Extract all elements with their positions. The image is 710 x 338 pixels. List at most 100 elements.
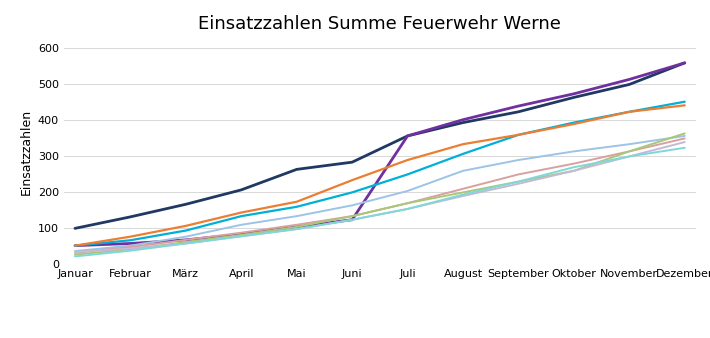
2016 <box>126 247 135 251</box>
2016 <box>569 169 578 173</box>
2016 <box>514 179 523 184</box>
2019 <box>514 133 523 137</box>
2020 <box>293 205 301 209</box>
2021 <box>126 241 135 245</box>
2017 <box>403 201 412 205</box>
2014 <box>71 255 80 259</box>
2022 <box>293 167 301 171</box>
2020 <box>459 152 467 156</box>
2019 <box>459 142 467 146</box>
2018 <box>459 169 467 173</box>
2016 <box>680 131 689 136</box>
2020 <box>403 172 412 176</box>
2015 <box>459 194 467 198</box>
2017 <box>569 162 578 166</box>
2020 <box>625 110 633 114</box>
2021 <box>625 77 633 81</box>
2014 <box>182 241 190 245</box>
2019 <box>126 235 135 239</box>
2022 <box>71 226 80 231</box>
2014 <box>514 179 523 184</box>
2019 <box>348 178 356 182</box>
2016 <box>293 225 301 229</box>
2020 <box>569 121 578 125</box>
2019 <box>403 158 412 162</box>
2015 <box>569 169 578 173</box>
2015 <box>182 241 190 245</box>
2021 <box>680 61 689 65</box>
2018 <box>403 189 412 193</box>
2022 <box>569 95 578 99</box>
2017 <box>71 251 80 255</box>
2021 <box>514 104 523 108</box>
Line: 2022: 2022 <box>75 63 684 228</box>
2017 <box>182 238 190 242</box>
2016 <box>237 233 246 237</box>
2021 <box>71 244 80 248</box>
2020 <box>514 133 523 137</box>
2018 <box>237 223 246 227</box>
2019 <box>182 224 190 228</box>
2015 <box>625 154 633 159</box>
2016 <box>182 240 190 244</box>
2016 <box>625 149 633 153</box>
Line: 2017: 2017 <box>75 139 684 253</box>
2014 <box>569 165 578 169</box>
2021 <box>182 238 190 242</box>
2022 <box>182 202 190 206</box>
2017 <box>237 231 246 235</box>
2017 <box>680 137 689 141</box>
2018 <box>126 244 135 248</box>
2018 <box>680 134 689 138</box>
2020 <box>71 244 80 248</box>
2014 <box>126 249 135 253</box>
2017 <box>126 245 135 249</box>
2018 <box>293 214 301 218</box>
2018 <box>182 235 190 239</box>
2015 <box>126 246 135 250</box>
2020 <box>182 228 190 233</box>
2017 <box>348 214 356 218</box>
2022 <box>680 61 689 65</box>
2014 <box>237 234 246 238</box>
2014 <box>403 207 412 211</box>
2018 <box>71 249 80 253</box>
2015 <box>514 182 523 186</box>
Line: 2019: 2019 <box>75 105 684 246</box>
Line: 2020: 2020 <box>75 102 684 246</box>
2022 <box>625 82 633 87</box>
2017 <box>293 223 301 227</box>
2019 <box>237 211 246 215</box>
2018 <box>348 203 356 208</box>
2022 <box>348 160 356 164</box>
2014 <box>625 154 633 159</box>
2015 <box>237 234 246 238</box>
Line: 2018: 2018 <box>75 136 684 251</box>
2021 <box>459 118 467 122</box>
2015 <box>348 218 356 222</box>
2019 <box>680 103 689 107</box>
2015 <box>293 227 301 231</box>
Title: Einsatzzahlen Summe Feuerwehr Werne: Einsatzzahlen Summe Feuerwehr Werne <box>198 16 562 33</box>
Line: 2021: 2021 <box>75 63 684 246</box>
2014 <box>293 227 301 231</box>
2015 <box>403 207 412 211</box>
2019 <box>569 122 578 126</box>
2022 <box>459 121 467 125</box>
Line: 2014: 2014 <box>75 148 684 257</box>
2021 <box>293 225 301 229</box>
2021 <box>569 92 578 96</box>
Y-axis label: Einsatzzahlen: Einsatzzahlen <box>19 109 33 195</box>
2022 <box>126 215 135 219</box>
2018 <box>514 158 523 162</box>
2021 <box>348 218 356 222</box>
2020 <box>348 190 356 194</box>
2016 <box>71 252 80 257</box>
2019 <box>625 110 633 114</box>
2022 <box>514 110 523 114</box>
2014 <box>680 146 689 150</box>
2020 <box>237 214 246 218</box>
2017 <box>625 149 633 153</box>
2016 <box>459 190 467 194</box>
2022 <box>237 188 246 192</box>
